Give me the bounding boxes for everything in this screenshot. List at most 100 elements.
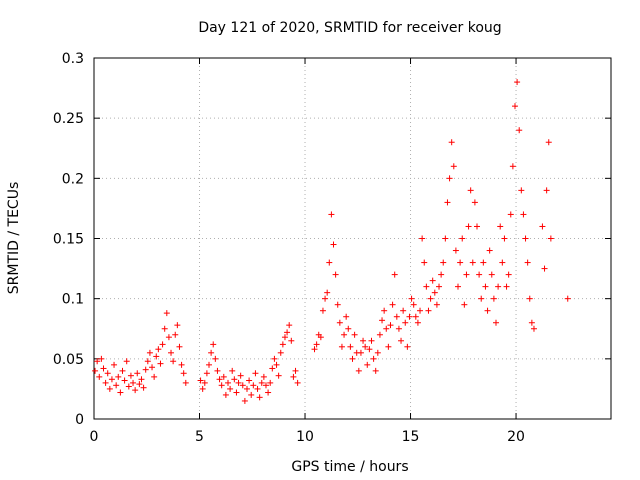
data-point: [368, 337, 375, 344]
y-tick-label: 0: [75, 412, 84, 428]
y-tick-label: 0.1: [62, 292, 84, 308]
data-point: [509, 163, 516, 170]
data-point: [96, 373, 103, 380]
x-tick-label: 5: [195, 429, 204, 445]
data-point: [414, 319, 421, 326]
data-point: [362, 343, 369, 350]
data-point: [157, 360, 164, 367]
data-point: [442, 235, 449, 242]
data-point: [360, 337, 367, 344]
data-point: [104, 370, 111, 377]
data-point: [233, 389, 240, 396]
data-point: [248, 391, 255, 398]
data-point: [499, 259, 506, 266]
data-point: [165, 334, 172, 341]
data-point: [545, 139, 552, 146]
data-point: [127, 372, 134, 379]
data-point: [142, 366, 149, 373]
data-point: [351, 331, 358, 338]
data-point: [326, 259, 333, 266]
data-point: [486, 247, 493, 254]
data-point: [488, 271, 495, 278]
y-axis-label: SRMTID / TECUs: [6, 182, 22, 295]
data-point: [134, 370, 141, 377]
data-point: [482, 283, 489, 290]
data-point: [503, 283, 510, 290]
data-point: [423, 283, 430, 290]
data-point: [514, 79, 521, 86]
data-point: [357, 349, 364, 356]
data-point: [400, 307, 407, 314]
data-point: [417, 307, 424, 314]
grid-lines: [94, 58, 611, 419]
chart-title: Day 121 of 2020, SRMTID for receiver kou…: [198, 20, 501, 36]
data-point: [402, 319, 409, 326]
data-point: [227, 385, 234, 392]
data-point: [379, 317, 386, 324]
data-point: [501, 235, 508, 242]
data-point: [136, 381, 143, 388]
data-point: [520, 211, 527, 218]
data-point: [328, 211, 335, 218]
data-point: [476, 271, 483, 278]
data-point: [334, 301, 341, 308]
data-point: [224, 379, 231, 386]
data-point: [229, 367, 236, 374]
data-point: [132, 387, 139, 394]
data-point: [115, 373, 122, 380]
data-point: [113, 382, 120, 389]
data-point: [398, 337, 405, 344]
data-point: [279, 341, 286, 348]
data-point: [541, 265, 548, 272]
data-point: [332, 271, 339, 278]
data-point: [161, 325, 168, 332]
x-tick-label: 15: [402, 429, 420, 445]
data-point: [273, 361, 280, 368]
data-point: [345, 325, 352, 332]
data-point: [123, 358, 130, 365]
data-point: [427, 295, 434, 302]
data-point: [528, 319, 535, 326]
data-point: [505, 271, 512, 278]
data-point: [391, 271, 398, 278]
data-point: [408, 295, 415, 302]
data-point: [231, 376, 238, 383]
y-tick-label: 0.15: [53, 232, 84, 248]
data-point: [178, 361, 185, 368]
data-point: [119, 367, 126, 374]
data-point: [436, 283, 443, 290]
data-point: [478, 295, 485, 302]
data-point: [518, 187, 525, 194]
data-point: [530, 325, 537, 332]
data-point: [465, 223, 472, 230]
data-point: [516, 127, 523, 134]
data-point: [151, 373, 158, 380]
data-point: [393, 313, 400, 320]
data-point: [140, 384, 147, 391]
x-tick-label: 0: [90, 429, 99, 445]
y-tick-label: 0.3: [62, 51, 84, 67]
data-point: [317, 334, 324, 341]
data-point: [341, 331, 348, 338]
data-point: [290, 373, 297, 380]
data-point: [336, 319, 343, 326]
data-point: [130, 379, 137, 386]
data-point: [258, 379, 265, 386]
data-points: [92, 79, 571, 404]
data-point: [138, 376, 145, 383]
data-point: [220, 373, 227, 380]
data-point: [484, 307, 491, 314]
data-point: [212, 355, 219, 362]
data-point: [252, 370, 259, 377]
data-point: [149, 364, 156, 371]
data-point: [338, 343, 345, 350]
data-point: [376, 331, 383, 338]
data-point: [288, 337, 295, 344]
data-point: [539, 223, 546, 230]
data-point: [347, 343, 354, 350]
data-point: [497, 223, 504, 230]
data-point: [108, 376, 115, 383]
axes-ticks: 0 0.05 0.1 0.15 0.2 0.25 0.3 0 5 10 15 20: [53, 51, 611, 445]
data-point: [159, 341, 166, 348]
